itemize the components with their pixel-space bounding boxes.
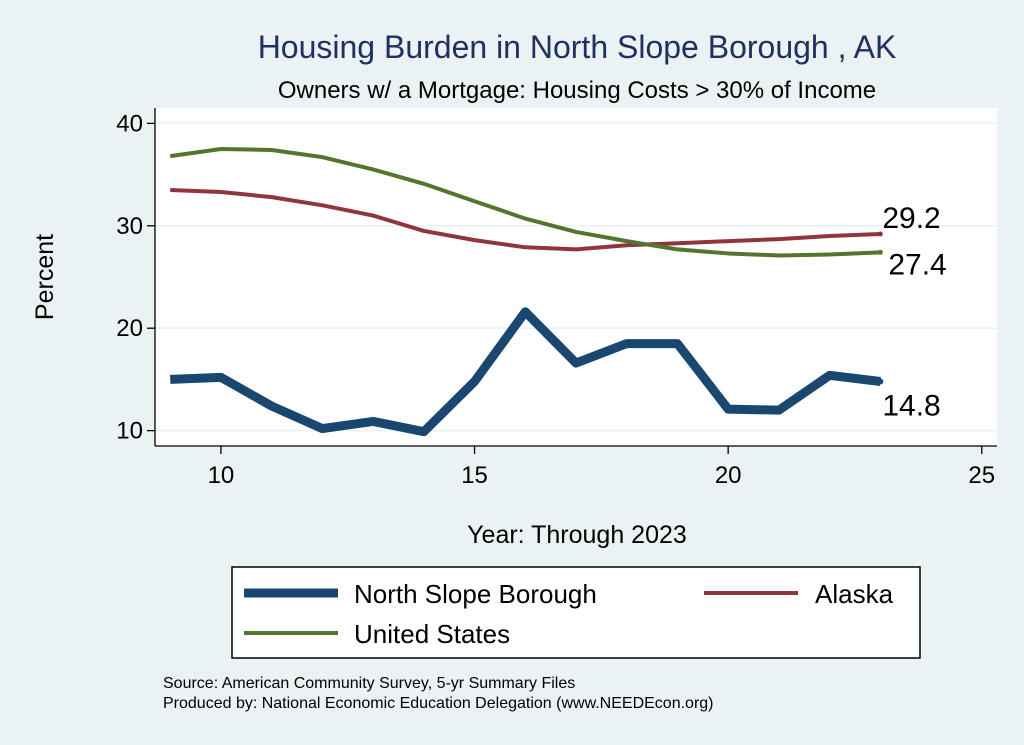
legend-box [231,566,921,659]
end-label-united-states: 27.4 [888,248,946,281]
legend-label-united-states: United States [354,619,510,649]
end-labels-layer: 14.8 29.2 27.4 [882,202,946,422]
end-label-alaska: 29.2 [882,202,940,235]
legend: North Slope Borough Alaska United States [231,566,921,659]
x-tick-label: 15 [461,462,488,489]
ticks-layer: 10 20 30 40 10 15 20 25 [116,110,995,489]
legend-label-north-slope: North Slope Borough [354,579,597,609]
grid-layer [155,122,997,432]
chart-subtitle: Owners w/ a Mortgage: Housing Costs > 30… [278,77,876,104]
legend-label-alaska: Alaska [815,579,894,609]
series-line-united-states [169,146,881,258]
y-tick-label: 20 [116,315,143,342]
y-tick-label: 10 [116,418,143,445]
axes-layer [154,108,997,447]
y-axis-label: Percent [31,234,59,320]
x-axis-label: Year: Through 2023 [467,521,687,549]
end-point-north-slope-borough [877,378,884,385]
produced-by-note: Produced by: National Economic Education… [163,695,714,712]
source-note: Source: American Community Survey, 5-yr … [163,675,575,692]
x-tick-label: 25 [968,462,995,489]
chart-title: Housing Burden in North Slope Borough , … [258,29,897,65]
x-tick-label: 10 [208,462,235,489]
series-layer [169,146,884,437]
plot-area [155,108,997,446]
end-point-united-states [877,249,883,255]
y-tick-label: 40 [116,110,143,137]
series-line-alaska [170,187,881,252]
end-label-north-slope-borough: 14.8 [882,389,940,422]
y-tick-label: 30 [116,213,143,240]
end-point-alaska [877,231,883,237]
series-line-north-slope-borough [170,307,881,437]
x-tick-label: 20 [715,462,742,489]
